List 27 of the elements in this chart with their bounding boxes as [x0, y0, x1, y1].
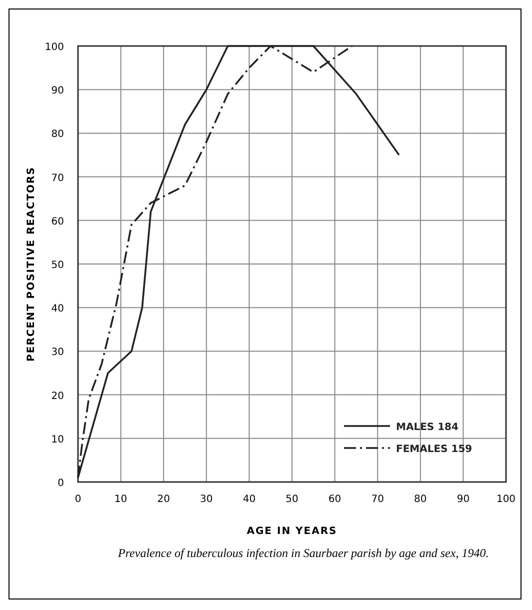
legend-label: MALES 184 [396, 422, 458, 433]
y-tick-label: 30 [51, 347, 64, 358]
x-axis-title: AGE IN YEARS [246, 526, 338, 537]
y-tick-label: 70 [51, 172, 64, 184]
x-tick-label: 10 [114, 494, 128, 505]
x-tick-label: 40 [242, 494, 256, 505]
x-tick-label: 60 [328, 494, 342, 505]
legend-label: FEMALES 159 [396, 444, 472, 455]
y-tick-label: 100 [44, 42, 64, 53]
x-tick-label: 20 [157, 494, 170, 505]
text: Prevalence of tuberculous infection in Saurbaer parish by age and sex, 1940. [118, 546, 490, 561]
x-tick-label: 80 [414, 494, 427, 505]
x-tick-label: 0 [74, 494, 82, 505]
y-tick-label: 60 [51, 216, 64, 228]
y-tick-label: 80 [51, 129, 64, 140]
x-tick-label: 50 [286, 494, 298, 505]
y-tick-label: 40 [51, 304, 64, 315]
y-tick-label: 50 [51, 260, 64, 271]
x-tick-label: 100 [496, 494, 516, 505]
y-tick-label: 10 [51, 434, 64, 446]
y-axis-title: PERCENT POSITIVE REACTORS [26, 166, 37, 362]
x-tick-label: 90 [456, 494, 470, 505]
y-tick-label: 20 [51, 390, 64, 402]
y-tick-label: 0 [58, 478, 64, 489]
x-tick-label: 70 [371, 494, 384, 505]
y-tick-label: 90 [51, 86, 64, 97]
x-tick-label: 30 [200, 494, 213, 505]
